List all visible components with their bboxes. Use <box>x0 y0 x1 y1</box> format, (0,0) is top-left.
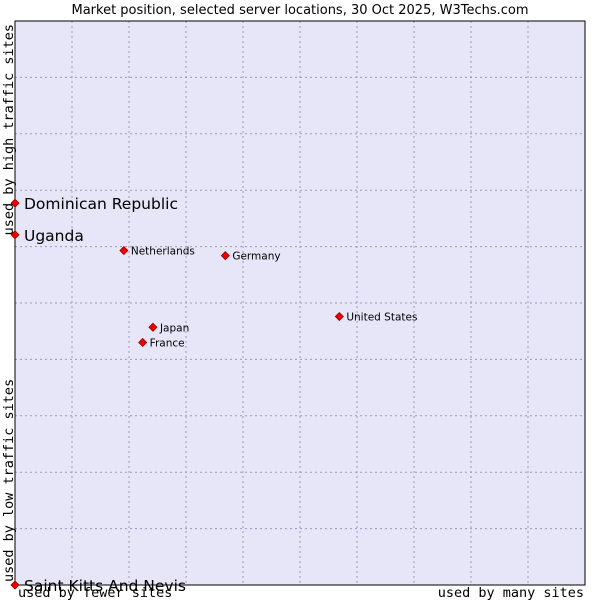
point-label: Dominican Republic <box>24 195 178 213</box>
data-point-netherlands: Netherlands <box>119 245 195 258</box>
point-marker <box>10 580 20 590</box>
point-marker <box>220 251 230 261</box>
point-label: United States <box>346 312 417 324</box>
chart-title: Market position, selected server locatio… <box>71 3 528 18</box>
point-marker <box>148 322 158 332</box>
point-label: Netherlands <box>131 246 195 258</box>
point-marker <box>10 230 20 240</box>
plot-frame <box>14 20 586 586</box>
point-label: Saint Kitts And Nevis <box>24 577 186 595</box>
y-axis-label-top: used by high traffic sites <box>1 24 17 235</box>
point-label: Uganda <box>24 227 84 245</box>
data-point-france: France <box>138 337 185 349</box>
x-axis-label-left: used by fewer sites <box>18 585 172 600</box>
grid-lines <box>15 21 585 585</box>
point-marker <box>138 337 148 348</box>
point-label: France <box>150 337 185 349</box>
point-label: Germany <box>232 251 280 263</box>
data-point-uganda: Uganda <box>10 227 84 245</box>
data-point-united-states: United States <box>334 311 417 324</box>
y-axis-label-bottom: used by low traffic sites <box>1 379 17 582</box>
data-points: Dominican Republic Uganda Saint Kitts And … <box>10 195 417 595</box>
point-marker <box>119 245 129 256</box>
data-point-saint-kitts-and-nevis: Saint Kitts And Nevis <box>10 577 186 595</box>
data-point-japan: Japan <box>148 322 189 334</box>
point-label: Japan <box>159 322 189 334</box>
data-point-germany: Germany <box>220 251 281 263</box>
point-marker <box>334 311 344 322</box>
data-point-dominican-republic: Dominican Republic <box>10 195 178 213</box>
x-axis-label-right: used by many sites <box>438 585 584 600</box>
point-marker <box>10 198 20 208</box>
